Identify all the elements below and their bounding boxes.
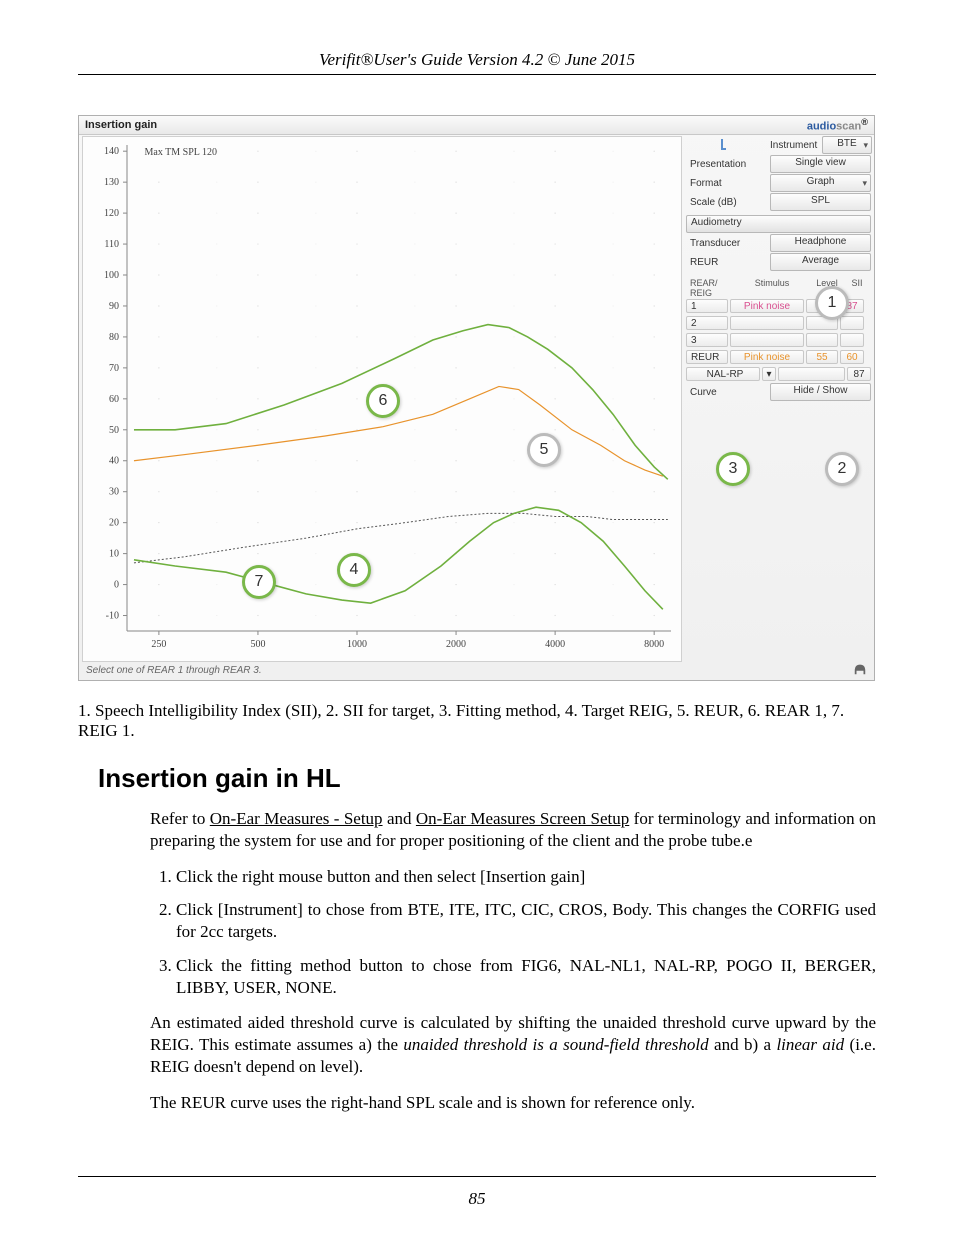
label-scale: Scale (dB) bbox=[686, 197, 770, 208]
titlebar: Insertion gain audioscan® bbox=[79, 116, 874, 135]
reur-row[interactable]: REUR Pink noise 55 60 bbox=[686, 349, 871, 365]
svg-text:100: 100 bbox=[104, 270, 119, 281]
svg-text:120: 120 bbox=[104, 208, 119, 219]
window-title: Insertion gain bbox=[85, 119, 157, 131]
svg-text:140: 140 bbox=[104, 146, 119, 157]
footer-rule bbox=[78, 1176, 876, 1177]
app-window: Insertion gain audioscan® -10 0 10 20 30 40 50… bbox=[78, 115, 875, 681]
callout-1: 1 bbox=[815, 286, 849, 320]
label-instrument: Instrument bbox=[766, 140, 822, 151]
callout-7: 7 bbox=[242, 565, 276, 599]
svg-text:70: 70 bbox=[109, 363, 119, 374]
status-bar: Select one of REAR 1 through REAR 3. bbox=[82, 663, 871, 678]
svg-text:50: 50 bbox=[109, 425, 119, 436]
scale-button[interactable]: SPL bbox=[770, 193, 871, 211]
svg-text:20: 20 bbox=[109, 518, 119, 529]
figure-caption: 1. Speech Intelligibility Index (SII), 2… bbox=[78, 701, 876, 741]
label-reur: REUR bbox=[686, 257, 770, 268]
svg-text:130: 130 bbox=[104, 177, 119, 188]
svg-text:250: 250 bbox=[151, 639, 166, 650]
curve-button[interactable]: Hide / Show bbox=[770, 383, 871, 401]
link-onear-screen-setup[interactable]: On-Ear Measures Screen Setup bbox=[416, 809, 629, 828]
format-dropdown[interactable]: Graph bbox=[770, 174, 871, 192]
page-number: 85 bbox=[0, 1189, 954, 1209]
transducer-button[interactable]: Headphone bbox=[770, 234, 871, 252]
body-text: Refer to On-Ear Measures - Setup and On-… bbox=[150, 808, 876, 1113]
headphones-icon bbox=[853, 662, 867, 679]
presentation-button[interactable]: Single view bbox=[770, 155, 871, 173]
svg-text:Max TM SPL 120: Max TM SPL 120 bbox=[144, 147, 217, 158]
audiometry-bar[interactable]: Audiometry bbox=[686, 215, 871, 233]
svg-text:90: 90 bbox=[109, 301, 119, 312]
step-2: Click [Instrument] to chose from BTE, IT… bbox=[176, 899, 876, 943]
label-curve: Curve bbox=[686, 387, 770, 398]
rear-row-3[interactable]: 3 bbox=[686, 332, 871, 348]
label-transducer: Transducer bbox=[686, 238, 770, 249]
page-header: Verifit®User's Guide Version 4.2 © June … bbox=[78, 50, 876, 70]
svg-text:8000: 8000 bbox=[644, 639, 664, 650]
section-heading: Insertion gain in HL bbox=[98, 763, 876, 794]
callout-6: 6 bbox=[366, 384, 400, 418]
callout-4: 4 bbox=[337, 553, 371, 587]
callout-3: 3 bbox=[716, 452, 750, 486]
svg-text:-10: -10 bbox=[106, 611, 119, 622]
callout-5: 5 bbox=[527, 433, 561, 467]
step-1: Click the right mouse button and then se… bbox=[176, 866, 876, 888]
callout-2: 2 bbox=[825, 452, 859, 486]
svg-text:40: 40 bbox=[109, 456, 119, 467]
label-format: Format bbox=[686, 178, 770, 189]
svg-text:500: 500 bbox=[250, 639, 265, 650]
link-onear-setup[interactable]: On-Ear Measures - Setup bbox=[210, 809, 383, 828]
svg-text:1000: 1000 bbox=[347, 639, 367, 650]
fitting-row[interactable]: NAL-RP ▾ 87 bbox=[686, 366, 871, 382]
svg-text:10: 10 bbox=[109, 549, 119, 560]
step-3: Click the fitting method button to chose… bbox=[176, 955, 876, 999]
side-panel: Instrument BTE PresentationSingle view F… bbox=[686, 136, 871, 402]
rear-row-2[interactable]: 2 bbox=[686, 315, 871, 331]
ear-icon bbox=[686, 137, 766, 153]
svg-text:0: 0 bbox=[114, 580, 119, 591]
instrument-dropdown[interactable]: BTE bbox=[822, 136, 872, 154]
svg-text:30: 30 bbox=[109, 487, 119, 498]
svg-text:2000: 2000 bbox=[446, 639, 466, 650]
svg-text:60: 60 bbox=[109, 394, 119, 405]
brand-logo: audioscan® bbox=[807, 117, 868, 133]
reur-button[interactable]: Average bbox=[770, 253, 871, 271]
app-screenshot: Insertion gain audioscan® -10 0 10 20 30 40 50… bbox=[78, 115, 876, 683]
svg-text:80: 80 bbox=[109, 332, 119, 343]
svg-text:4000: 4000 bbox=[545, 639, 565, 650]
label-presentation: Presentation bbox=[686, 159, 770, 170]
header-rule bbox=[78, 74, 876, 75]
svg-text:110: 110 bbox=[104, 239, 119, 250]
